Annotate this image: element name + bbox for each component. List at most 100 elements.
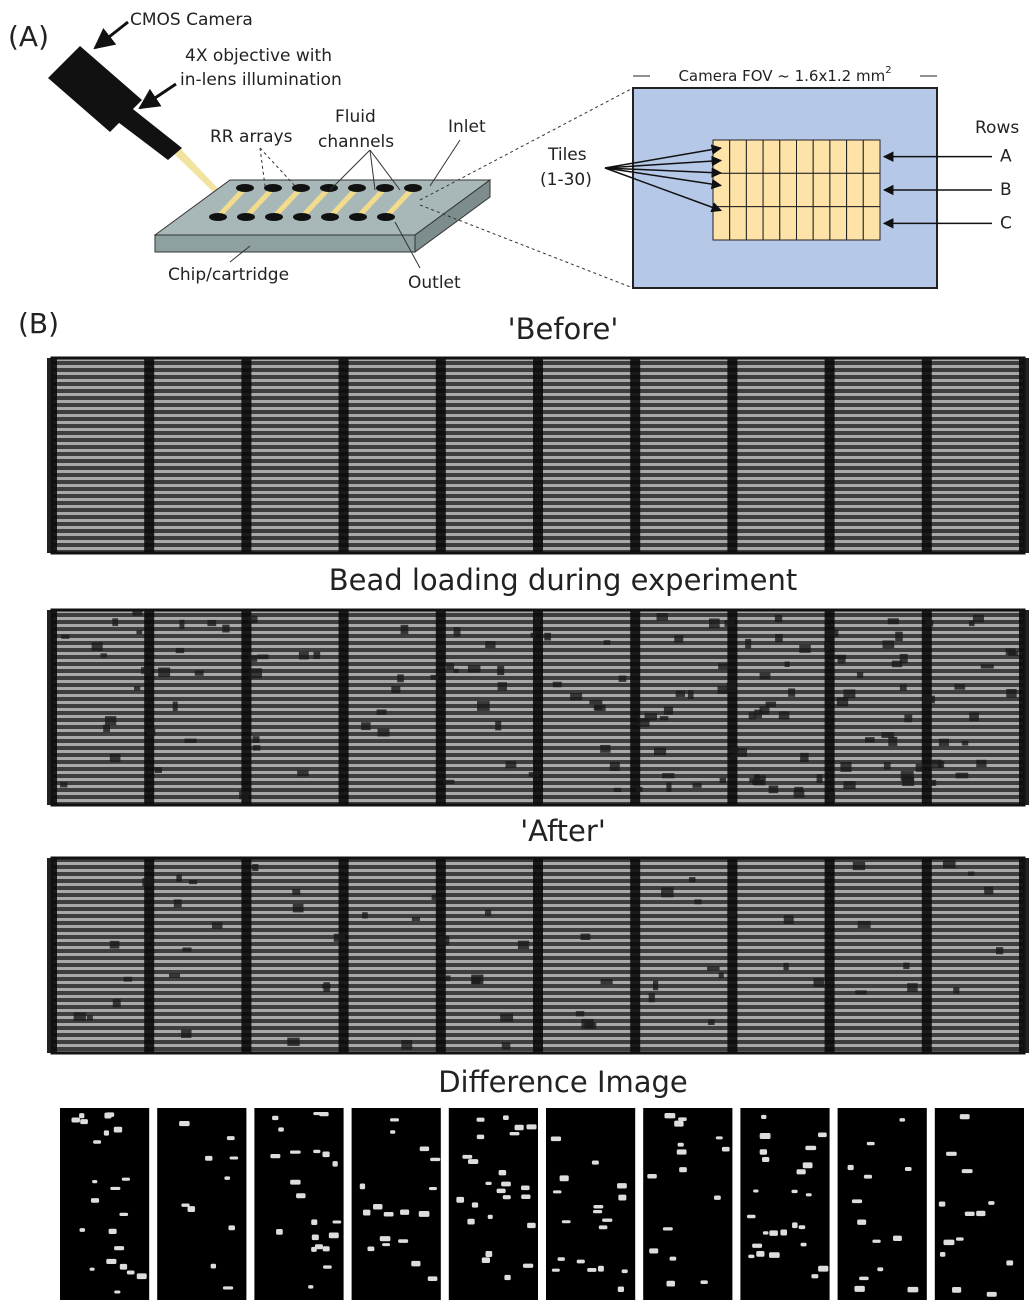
- diff-spot: [678, 1143, 684, 1147]
- diff-spot: [428, 1276, 438, 1281]
- diff-spot: [857, 1220, 866, 1225]
- bead: [779, 712, 789, 720]
- diff-spot: [647, 1174, 657, 1178]
- tile: [830, 140, 847, 173]
- bead: [775, 634, 783, 642]
- diff-spot: [311, 1247, 317, 1252]
- bead: [884, 762, 891, 769]
- diff-spot: [801, 1243, 807, 1247]
- bead: [718, 663, 729, 669]
- tile: [763, 173, 780, 206]
- bead: [939, 739, 949, 746]
- diff-spot: [753, 1190, 758, 1193]
- image-title: 'After': [520, 814, 606, 848]
- bead: [760, 673, 771, 680]
- column-gap: [339, 358, 349, 553]
- bead: [397, 674, 404, 682]
- bead: [826, 630, 838, 637]
- column-gap: [727, 358, 737, 553]
- bead: [636, 787, 643, 792]
- bead: [518, 941, 529, 949]
- bead: [752, 780, 764, 785]
- column-gap: [533, 358, 543, 553]
- diff-spot: [987, 1292, 997, 1297]
- diff-tile: [740, 1108, 829, 1300]
- bead: [707, 966, 720, 970]
- column-gap: [241, 610, 251, 805]
- bead: [155, 767, 162, 773]
- diff-spot: [497, 1189, 506, 1194]
- bead: [614, 788, 621, 792]
- diff-spot: [122, 1178, 130, 1181]
- diff-spot: [333, 1220, 342, 1223]
- row-label: A: [1000, 147, 1012, 167]
- bead: [745, 639, 751, 649]
- panel-label: (A): [8, 20, 49, 53]
- bead: [334, 934, 345, 942]
- diff-spot: [592, 1160, 599, 1164]
- bead: [969, 712, 979, 721]
- diff-spot: [553, 1190, 562, 1193]
- bead: [881, 732, 894, 738]
- image-title: Bead loading during experiment: [329, 563, 798, 597]
- bead: [500, 1014, 513, 1022]
- bead: [595, 705, 606, 711]
- column-gap: [144, 358, 154, 553]
- bead: [299, 652, 309, 660]
- diff-spot: [290, 1150, 301, 1153]
- diff-spot: [700, 1280, 707, 1284]
- tiles-label: Tiles: [547, 145, 587, 165]
- diff-spot: [276, 1229, 283, 1235]
- bead: [857, 672, 863, 678]
- bead: [785, 662, 790, 667]
- column-gap: [727, 858, 737, 1053]
- bead: [292, 889, 300, 895]
- tile: [780, 140, 797, 173]
- column-gap: [630, 358, 640, 553]
- bead: [377, 709, 387, 714]
- port: [377, 213, 395, 221]
- bead: [604, 640, 611, 645]
- bead: [674, 635, 683, 642]
- diff-spot: [227, 1136, 235, 1140]
- port: [264, 184, 282, 192]
- diff-spot: [756, 1251, 764, 1257]
- diff-spot: [384, 1212, 394, 1216]
- diff-spot: [137, 1273, 147, 1279]
- diff-spot: [312, 1234, 319, 1240]
- diff-spot: [181, 1203, 189, 1206]
- bead: [581, 934, 591, 940]
- diff-spot: [526, 1124, 536, 1129]
- bead: [323, 982, 329, 992]
- bead: [176, 648, 184, 653]
- column-gap: [922, 610, 932, 805]
- bead: [953, 987, 959, 993]
- diff-spot: [551, 1137, 561, 1142]
- bead: [729, 747, 739, 752]
- bead: [903, 963, 909, 970]
- diff-spot: [747, 1215, 756, 1219]
- diff-spot: [179, 1121, 190, 1126]
- bead: [954, 684, 965, 690]
- diff-spot: [848, 1165, 854, 1170]
- diff-spot: [527, 1223, 536, 1228]
- bead: [249, 668, 262, 678]
- bead: [553, 682, 562, 687]
- fov-sup: 2: [885, 65, 891, 76]
- bead: [853, 862, 865, 870]
- bead: [649, 993, 655, 1002]
- bead: [725, 620, 735, 627]
- bead: [749, 712, 756, 719]
- diff-spot: [622, 1269, 628, 1273]
- bead: [497, 666, 504, 675]
- diff-spot: [905, 1167, 912, 1171]
- diff-spot: [769, 1230, 778, 1235]
- bead: [147, 729, 155, 736]
- diff-spot: [864, 1175, 872, 1179]
- diff-spot: [223, 1286, 233, 1289]
- diff-spot: [674, 1121, 683, 1127]
- fluid-label: channels: [318, 132, 394, 152]
- bead: [222, 625, 229, 633]
- diff-spot: [618, 1195, 626, 1201]
- bead: [664, 707, 673, 715]
